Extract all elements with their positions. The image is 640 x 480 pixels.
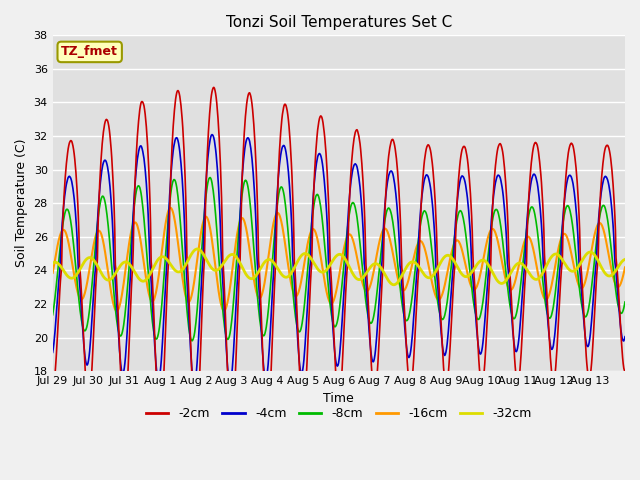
Title: Tonzi Soil Temperatures Set C: Tonzi Soil Temperatures Set C bbox=[226, 15, 452, 30]
Legend: -2cm, -4cm, -8cm, -16cm, -32cm: -2cm, -4cm, -8cm, -16cm, -32cm bbox=[141, 402, 537, 425]
Text: TZ_fmet: TZ_fmet bbox=[61, 46, 118, 59]
X-axis label: Time: Time bbox=[323, 392, 354, 405]
Y-axis label: Soil Temperature (C): Soil Temperature (C) bbox=[15, 139, 28, 267]
